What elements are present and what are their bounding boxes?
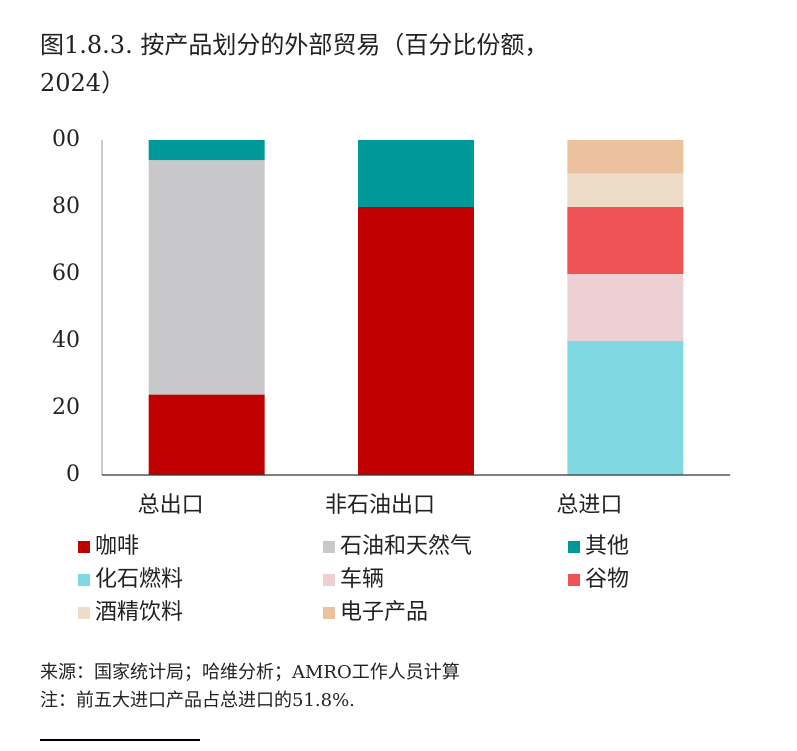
x-tick-label: 总进口 [556, 493, 622, 518]
bar-segment [567, 140, 684, 174]
bar-segment [567, 274, 684, 341]
legend-swatch [568, 574, 580, 586]
y-tick-label: 0 [66, 462, 80, 487]
x-tick-label: 非石油出口 [325, 493, 435, 518]
legend-swatch [323, 541, 335, 553]
y-tick-label: 60 [52, 261, 80, 286]
rule [40, 739, 200, 741]
legend-swatch [568, 541, 580, 553]
y-tick-label: 00 [52, 127, 80, 152]
source: 来源：国家统计局；哈维分析；AMRO工作人员计算 [40, 662, 460, 683]
legend-label: 车辆 [340, 567, 384, 592]
legend-label: 谷物 [585, 567, 629, 592]
legend-swatch [78, 541, 90, 553]
footnote: 注：前五大进口产品占总进口的51.8%. [40, 690, 355, 711]
legend-label: 其他 [585, 534, 629, 559]
y-tick-label: 40 [52, 328, 80, 353]
bar-segment [567, 207, 684, 274]
bar-segment [567, 341, 684, 475]
legend-swatch [78, 574, 90, 586]
legend-swatch [78, 607, 90, 619]
bar-segment [358, 140, 474, 207]
bar-segment [148, 160, 265, 395]
legend-swatch [323, 574, 335, 586]
legend-label: 化石燃料 [95, 567, 183, 592]
bar-segment [567, 173, 684, 207]
bar-segment [148, 394, 265, 475]
chart-title: 图1.8.3. 按产品划分的外部贸易（百分比份额，2024） [40, 31, 549, 97]
legend-label: 咖啡 [95, 534, 139, 559]
legend-label: 酒精饮料 [95, 600, 183, 625]
bar-segment [148, 140, 265, 161]
legend-label: 石油和天然气 [340, 534, 472, 559]
legend-swatch [323, 607, 335, 619]
x-tick-label: 总出口 [138, 493, 204, 518]
y-tick-label: 80 [52, 194, 80, 219]
legend-label: 电子产品 [340, 600, 428, 625]
y-tick-label: 20 [52, 395, 80, 420]
bar-segment [358, 207, 474, 475]
